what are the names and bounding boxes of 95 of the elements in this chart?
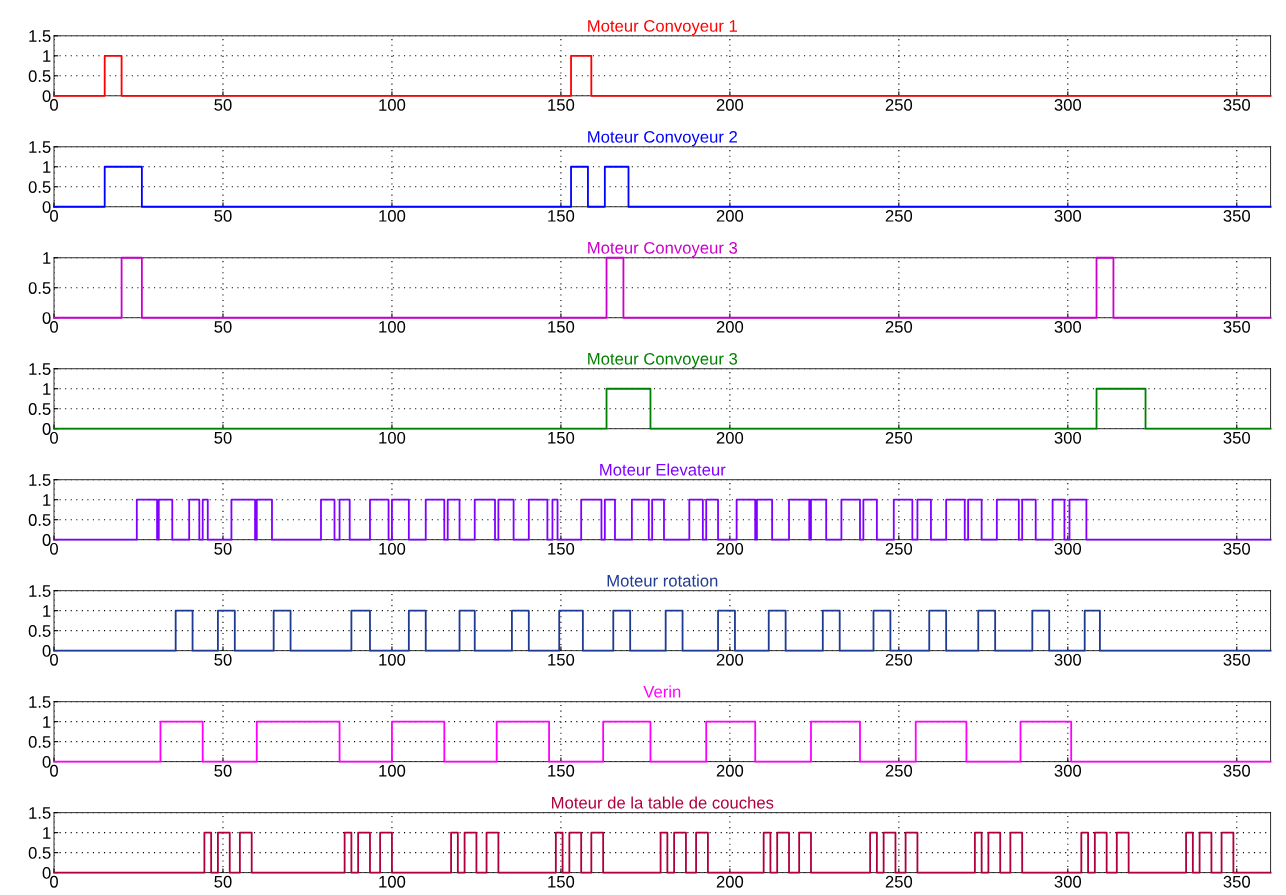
x-tick-label: 100: [379, 542, 406, 555]
chart-title: Moteur Elevateur: [600, 463, 726, 476]
x-tick-label: 300: [1054, 99, 1082, 111]
x-tick-label: 200: [716, 209, 744, 222]
y-tick-label: 0.5: [28, 403, 51, 415]
x-tick-label: 250: [885, 875, 913, 888]
y-tick-label: 0: [42, 312, 51, 324]
x-tick-label: 200: [716, 431, 744, 444]
y-tick-label: 1: [43, 383, 51, 395]
y-tick-label: 1.5: [29, 474, 51, 486]
x-tick-label: 100: [379, 320, 406, 333]
x-tick-label: 150: [548, 653, 575, 666]
x-tick-label: 350: [1223, 875, 1251, 888]
x-tick-label: 150: [548, 431, 575, 444]
x-tick-label: 350: [1223, 653, 1251, 666]
x-tick-label: 50: [214, 875, 232, 888]
x-tick-label: 100: [379, 209, 406, 222]
y-tick-label: 1.5: [29, 696, 51, 708]
x-tick-label: 350: [1223, 320, 1251, 333]
x-tick-label: 250: [885, 542, 913, 555]
chart-title: Moteur de la table de couches: [552, 796, 774, 809]
y-tick-label: 0.5: [28, 181, 51, 193]
chart-title: Moteur rotation: [607, 574, 718, 587]
y-tick-label: 1.5: [29, 141, 51, 153]
x-tick-label: 200: [716, 99, 744, 111]
x-tick-label: 50: [214, 431, 232, 444]
x-tick-label: 350: [1223, 99, 1251, 111]
x-tick-label: 100: [379, 431, 406, 444]
x-tick-label: 200: [716, 320, 744, 333]
y-tick-label: 1.5: [29, 363, 51, 375]
x-tick-label: 50: [214, 653, 232, 666]
x-tick-label: 250: [885, 320, 913, 333]
x-tick-label: 300: [1054, 542, 1082, 555]
x-tick-label: 250: [885, 431, 913, 444]
y-tick-label: 0: [42, 534, 51, 546]
x-tick-label: 300: [1054, 653, 1082, 666]
x-tick-label: 150: [548, 875, 575, 888]
x-tick-label: 300: [1054, 320, 1082, 333]
x-tick-label: 350: [1223, 209, 1251, 222]
x-tick-label: 100: [379, 653, 406, 666]
x-tick-label: 350: [1223, 542, 1251, 555]
x-tick-label: 50: [214, 209, 232, 222]
x-tick-label: 200: [716, 875, 744, 888]
x-tick-label: 350: [1223, 431, 1251, 444]
y-tick-label: 0: [42, 867, 51, 879]
x-tick-label: 150: [548, 542, 575, 555]
x-tick-label: 100: [379, 764, 406, 777]
y-tick-label: 1: [43, 716, 51, 728]
y-tick-label: 0.5: [28, 736, 51, 748]
y-tick-label: 0: [42, 423, 51, 435]
y-tick-label: 1: [43, 161, 51, 173]
y-tick-label: 1.5: [29, 30, 51, 42]
x-tick-label: 200: [716, 653, 744, 666]
y-tick-label: 1: [43, 50, 51, 62]
y-tick-label: 0.5: [28, 847, 51, 859]
x-tick-label: 250: [885, 209, 913, 222]
y-tick-label: 0: [42, 201, 51, 213]
x-tick-label: 350: [1223, 764, 1251, 777]
y-tick-label: 1.5: [29, 807, 51, 819]
y-tick-label: 0.5: [28, 70, 51, 82]
x-tick-label: 50: [214, 764, 232, 777]
x-tick-label: 150: [548, 209, 575, 222]
x-tick-label: 150: [548, 320, 575, 333]
chart-title: Moteur Convoyeur 2: [588, 130, 737, 147]
x-tick-label: 50: [214, 542, 232, 555]
x-tick-label: 50: [214, 320, 232, 333]
chart-title: Moteur Convoyeur 3: [588, 241, 738, 258]
x-tick-label: 100: [379, 875, 406, 888]
y-tick-label: 0.5: [28, 625, 51, 637]
chart-title: Moteur Convoyeur 1: [588, 20, 737, 36]
y-tick-label: 1: [43, 827, 51, 839]
x-tick-label: 200: [716, 542, 744, 555]
y-tick-label: 0.5: [28, 514, 51, 526]
y-tick-label: 0: [42, 756, 51, 768]
x-tick-label: 250: [885, 99, 913, 111]
chart-title: Verin: [643, 685, 681, 698]
chart-title: Moteur Convoyeur 3: [588, 352, 738, 369]
y-tick-label: 0: [42, 90, 51, 102]
y-tick-label: 1: [43, 494, 51, 506]
x-tick-label: 100: [379, 99, 406, 111]
x-tick-label: 300: [1054, 431, 1082, 444]
y-tick-label: 1: [43, 605, 51, 617]
x-tick-label: 50: [214, 99, 232, 111]
x-tick-label: 200: [716, 764, 744, 777]
x-tick-label: 250: [885, 764, 913, 777]
y-tick-label: 1.5: [29, 585, 51, 597]
x-tick-label: 250: [885, 653, 913, 666]
y-tick-label: 0.5: [28, 282, 51, 294]
y-tick-label: 0: [42, 645, 51, 657]
x-tick-label: 300: [1054, 209, 1082, 222]
x-tick-label: 150: [548, 99, 575, 111]
x-tick-label: 300: [1054, 875, 1082, 888]
y-tick-label: 1: [43, 252, 51, 264]
x-tick-label: 150: [548, 764, 575, 777]
x-tick-label: 300: [1054, 764, 1082, 777]
